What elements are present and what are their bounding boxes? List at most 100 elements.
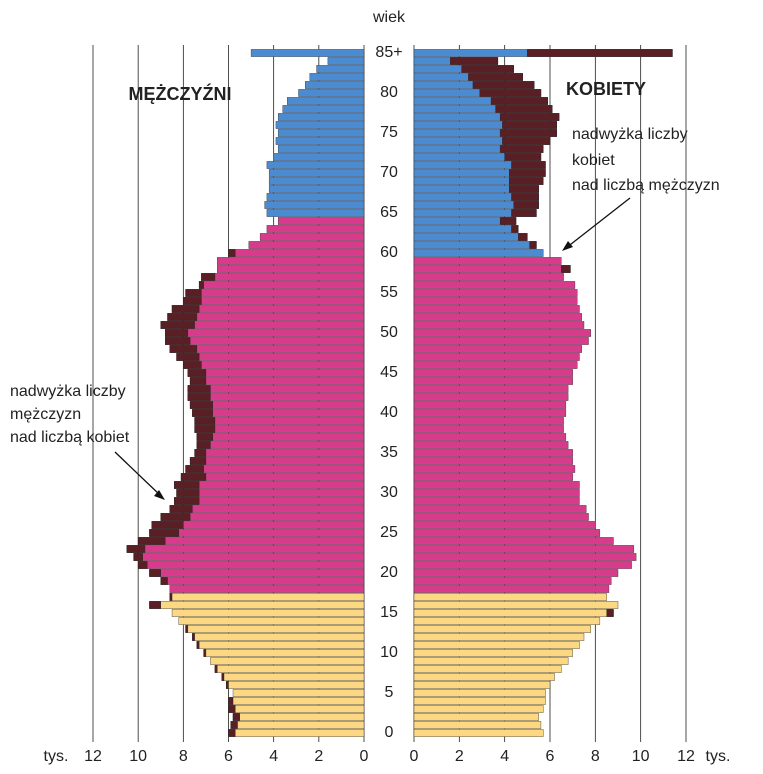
- bar: [413, 281, 576, 289]
- bar: [413, 361, 578, 369]
- bar: [413, 313, 582, 321]
- bar: [413, 225, 519, 233]
- excess-bar: [203, 649, 207, 657]
- bar: [194, 425, 365, 433]
- bar: [413, 417, 564, 425]
- bar: [226, 681, 365, 689]
- y-tick-label: 85+: [375, 44, 402, 61]
- bar: [189, 377, 365, 385]
- excess-bar: [561, 265, 571, 273]
- bar: [413, 513, 589, 521]
- bar: [160, 577, 365, 585]
- bar: [210, 657, 365, 665]
- excess-bar: [149, 529, 180, 537]
- excess-bar: [160, 513, 191, 521]
- excess-bar: [504, 153, 542, 161]
- x-tick-label: 10: [632, 748, 650, 765]
- bar: [174, 481, 365, 489]
- x-tick-label: 10: [129, 748, 147, 765]
- right-title: KOBIETY: [566, 79, 646, 99]
- excess-bar: [518, 233, 528, 241]
- excess-bar: [126, 545, 146, 553]
- grid: [92, 45, 687, 742]
- bar: [171, 305, 365, 313]
- x-tick-label: 4: [269, 748, 278, 765]
- excess-bar: [185, 625, 189, 633]
- x-tick-label: 8: [591, 748, 600, 765]
- bar: [413, 433, 567, 441]
- bar: [305, 81, 365, 89]
- bar: [413, 657, 569, 665]
- excess-bar: [133, 553, 143, 561]
- excess-bar: [169, 593, 173, 601]
- excess-bar: [230, 721, 238, 729]
- bar: [149, 601, 365, 609]
- bar: [413, 489, 580, 497]
- excess-bar: [192, 633, 195, 641]
- bar: [413, 345, 582, 353]
- bar: [126, 545, 365, 553]
- excess-bar: [198, 281, 204, 289]
- x-tick-label: 8: [179, 748, 188, 765]
- excess-bar: [509, 185, 539, 193]
- excess-bar: [511, 193, 539, 201]
- excess-bar: [499, 129, 557, 137]
- bar: [413, 649, 573, 657]
- bar: [183, 297, 365, 305]
- bar: [413, 289, 578, 297]
- excess-bar: [228, 729, 236, 737]
- bar: [413, 401, 567, 409]
- excess-bar: [228, 249, 236, 257]
- bar: [413, 321, 585, 329]
- excess-bar: [201, 273, 216, 281]
- excess-bar: [196, 441, 211, 449]
- excess-bar: [509, 177, 544, 185]
- excess-bar: [194, 417, 216, 425]
- bar: [413, 233, 528, 241]
- bar: [266, 209, 365, 217]
- bar: [268, 177, 365, 185]
- excess-bar: [189, 457, 207, 465]
- bar: [221, 673, 365, 681]
- bar: [196, 641, 365, 649]
- bar: [413, 577, 612, 585]
- bar: [413, 537, 614, 545]
- bar: [194, 449, 365, 457]
- bar: [232, 713, 365, 721]
- bar: [268, 185, 365, 193]
- bar: [413, 385, 569, 393]
- bar: [287, 97, 365, 105]
- x-unit: tys.: [44, 748, 69, 765]
- bar: [413, 409, 567, 417]
- bar: [413, 553, 637, 561]
- bar: [413, 609, 614, 617]
- y-tick-label: 30: [380, 484, 398, 501]
- excess-bar: [196, 641, 200, 649]
- bar: [228, 705, 365, 713]
- excess-bar: [499, 113, 560, 121]
- bar: [151, 521, 365, 529]
- excess-bar: [165, 329, 189, 337]
- arrow-head: [154, 490, 165, 500]
- bar: [214, 665, 365, 673]
- bar: [413, 529, 601, 537]
- bar: [160, 513, 365, 521]
- excess-bar: [194, 449, 207, 457]
- bar: [277, 217, 365, 225]
- y-axis-label: wiek: [372, 9, 406, 26]
- bar: [413, 673, 555, 681]
- excess-bar: [502, 137, 551, 145]
- excess-bar: [232, 713, 240, 721]
- excess-bar: [176, 489, 200, 497]
- bar: [413, 665, 562, 673]
- excess-bar: [214, 665, 218, 673]
- y-tick-label: 70: [380, 164, 398, 181]
- bar: [413, 617, 601, 625]
- excess-bar: [228, 705, 236, 713]
- excess-bar: [450, 57, 499, 65]
- excess-bar: [174, 481, 200, 489]
- y-tick-label: 80: [380, 84, 398, 101]
- excess-bar: [149, 569, 161, 577]
- bar: [203, 649, 365, 657]
